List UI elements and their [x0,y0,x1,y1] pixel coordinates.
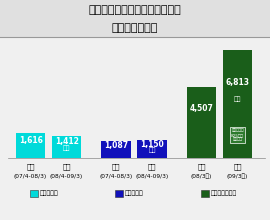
Text: 当期: 当期 [62,163,71,170]
Text: (08/3東): (08/3東) [191,174,212,180]
Text: (08/4-09/3): (08/4-09/3) [136,174,169,179]
FancyBboxPatch shape [30,191,38,197]
Bar [223,50,252,158]
Text: 連結：減価償却費、研究開発費: 連結：減価償却費、研究開発費 [89,6,181,15]
Bar [16,133,45,158]
Text: 有利子負債残高: 有利子負債残高 [211,191,237,196]
Text: 1,616: 1,616 [19,136,43,145]
FancyBboxPatch shape [115,191,123,197]
Text: 1,150: 1,150 [140,140,164,149]
Bar [137,140,167,158]
Text: (07/4-08/3): (07/4-08/3) [14,174,47,179]
Text: (08/4-09/3): (08/4-09/3) [50,174,83,179]
Text: 前期: 前期 [197,163,206,170]
Bar [102,141,131,158]
Text: 研究開発費: 研究開発費 [125,191,144,196]
Text: 金融事業分
825億円
含まない: 金融事業分 825億円 含まない [231,128,244,141]
Text: 1,412: 1,412 [55,137,79,146]
Text: 前期: 前期 [112,163,120,170]
Text: 当期: 当期 [148,163,156,170]
Text: 億円: 億円 [148,147,156,153]
Text: 4,507: 4,507 [190,104,214,113]
Bar [187,87,216,158]
FancyBboxPatch shape [201,191,209,197]
Bar [52,136,81,158]
Text: 1,087: 1,087 [104,141,128,150]
Text: (07/4-08/3): (07/4-08/3) [99,174,133,179]
Text: 有利子負債残高: 有利子負債残高 [112,23,158,33]
Text: (09/3東): (09/3東) [227,174,248,180]
Text: 億円: 億円 [63,146,70,151]
Text: 6,813: 6,813 [226,78,249,87]
Text: 減価償却費: 減価償却費 [40,191,58,196]
Text: 前期: 前期 [26,163,35,170]
Text: 当期: 当期 [233,163,242,170]
Text: 億円: 億円 [234,96,241,102]
